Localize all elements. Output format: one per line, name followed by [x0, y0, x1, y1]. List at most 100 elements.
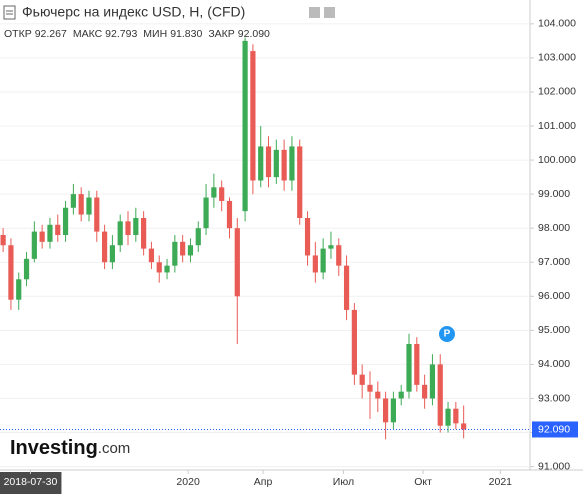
candle-body [461, 423, 467, 430]
candle-body [281, 149, 287, 181]
candle-body [265, 146, 272, 178]
candle-body [180, 241, 186, 256]
candle-body [39, 231, 45, 242]
candle-body [117, 221, 123, 246]
y-tick-label: 94.000 [538, 358, 570, 370]
candle-body [219, 187, 225, 201]
last-price-label: 92.090 [538, 423, 570, 435]
candle-body [141, 217, 147, 249]
candle-body [62, 207, 69, 235]
candle-body [47, 224, 53, 242]
x-tick-label: Апр [254, 476, 273, 488]
candle-body [351, 309, 357, 375]
ohlc-name: ОТКР [4, 28, 32, 40]
candle-body [343, 265, 350, 310]
x-tick-label: 2021 [489, 476, 513, 488]
candle-body [211, 187, 217, 198]
candle-body [172, 241, 178, 266]
candle-body [273, 149, 279, 178]
y-tick-label: 100.000 [538, 154, 576, 166]
candle-body [203, 197, 209, 229]
candle-body [133, 217, 139, 235]
y-tick-label: 97.000 [538, 256, 570, 268]
x-tick-label: 2018-07-30 [4, 476, 58, 488]
candle-body [156, 262, 162, 273]
candle-body [297, 146, 303, 218]
y-tick-label: 99.000 [538, 188, 570, 200]
candle-body [8, 245, 14, 300]
candle-body [0, 235, 6, 246]
candle-body [367, 384, 373, 392]
y-tick-label: 95.000 [538, 324, 570, 336]
candle-body [328, 245, 334, 249]
last-price-box [532, 421, 578, 438]
ohlc-name: ЗАКР [208, 28, 234, 40]
candle-body [16, 279, 22, 300]
logo: Investing.com [10, 437, 130, 459]
y-tick-label: 103.000 [538, 52, 576, 64]
candle-body [234, 228, 240, 297]
candle-body [414, 343, 420, 385]
candle-body [86, 197, 92, 215]
y-tick-label: 96.000 [538, 290, 570, 302]
candle-body [187, 245, 194, 256]
logo-name: Investing [10, 437, 98, 459]
x-tick-label: 2020 [176, 476, 200, 488]
candle-body [125, 221, 131, 235]
candle-body [250, 51, 256, 181]
candle-body [31, 231, 37, 259]
x-cursor-box [0, 472, 62, 494]
candle-body [55, 224, 61, 235]
candle-body [429, 364, 436, 399]
ohlc-value: 92.793 [105, 28, 137, 40]
x-tick-label: Июл [333, 476, 354, 488]
candle-body [258, 146, 264, 181]
candle-body [406, 343, 412, 392]
y-tick-label: 102.000 [538, 86, 576, 98]
candle-body [101, 231, 108, 263]
candle-body [289, 146, 295, 181]
y-tick-label: 93.000 [538, 392, 570, 404]
ohlc-value: 91.830 [170, 28, 202, 40]
event-marker [439, 326, 455, 342]
candle-body [437, 364, 443, 426]
candle-body [23, 258, 30, 280]
candle-body [382, 398, 389, 423]
ohlc-value: 92.090 [238, 28, 270, 40]
collapse-icon[interactable] [3, 5, 16, 20]
candle-body [336, 245, 342, 266]
candle-body [398, 391, 404, 399]
header: Фьючерс на индекс USD, H, (CFD) [3, 4, 335, 20]
ohlc-name: МАКС [73, 28, 103, 40]
candle-body [70, 194, 76, 208]
gear-icon[interactable] [324, 7, 335, 18]
y-tick-label: 98.000 [538, 222, 570, 234]
y-tick-label: 101.000 [538, 120, 576, 132]
candle-body [312, 255, 318, 273]
candle-body [242, 40, 248, 212]
candle-body [78, 194, 84, 215]
y-tick-label: 104.000 [538, 18, 576, 30]
candle-body [148, 248, 155, 263]
event-marker-label: P [444, 329, 451, 340]
candle-body [109, 245, 116, 263]
candle-body [304, 217, 311, 256]
candle-body [94, 197, 100, 232]
ohlc-value: 92.267 [35, 28, 67, 40]
candle-body [390, 398, 397, 423]
candle-body [359, 374, 365, 385]
candle-body [320, 248, 326, 273]
candle-body [422, 384, 428, 399]
x-tick-label: Окт [414, 476, 432, 488]
chart-title: Фьючерс на индекс USD, H, (CFD) [22, 4, 245, 20]
logo-suffix: .com [98, 440, 131, 457]
candle-body [453, 408, 459, 424]
candle-body [375, 391, 381, 399]
ohlc-name: МИН [143, 28, 167, 40]
settings-icon[interactable] [309, 7, 320, 18]
candle-body [164, 265, 170, 273]
candle-body [445, 408, 451, 426]
candle-body [195, 228, 201, 246]
